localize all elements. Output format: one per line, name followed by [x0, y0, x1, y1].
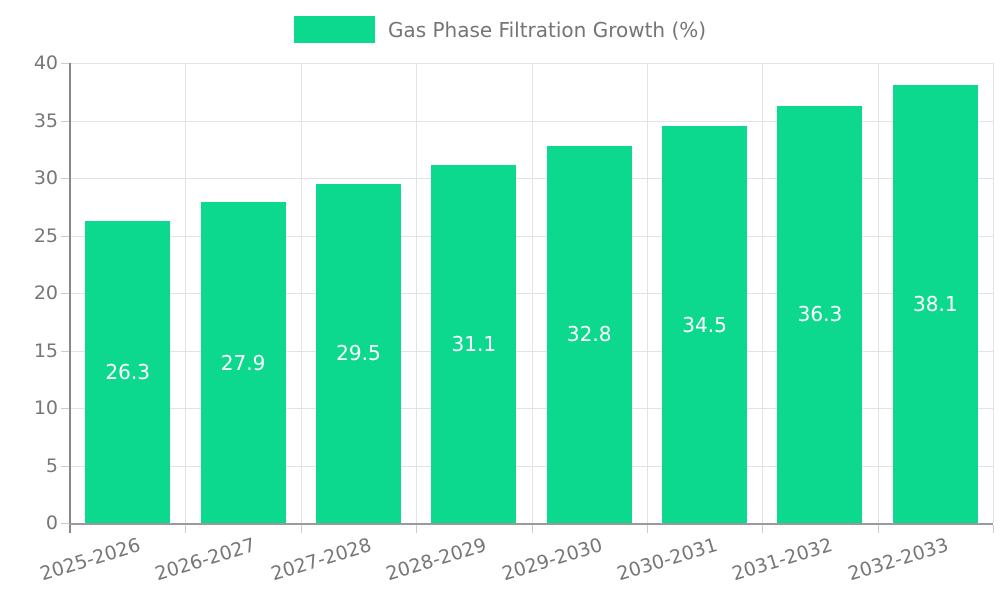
vgridline [416, 63, 418, 523]
x-axis-tick [531, 525, 533, 533]
bar-value-label: 27.9 [220, 350, 266, 375]
legend-label: Gas Phase Filtration Growth (%) [387, 17, 707, 42]
bar-value-label: 36.3 [797, 302, 843, 327]
vgridline [762, 63, 764, 523]
x-axis-tick [762, 525, 764, 533]
x-tick-label: 2032-2033 [845, 534, 951, 586]
bar[interactable]: 34.5 [662, 126, 748, 523]
vgridline [993, 63, 994, 523]
y-tick-label: 40 [33, 52, 58, 74]
legend-swatch [293, 16, 375, 43]
bar-value-label: 29.5 [336, 341, 381, 366]
bar-value-label: 26.3 [105, 359, 150, 384]
vgridline [877, 63, 879, 523]
x-axis-tick [185, 525, 187, 533]
bar-value-label: 31.1 [451, 332, 497, 357]
x-axis-tick [646, 525, 648, 533]
x-tick-label: 2031-2032 [729, 534, 836, 586]
y-tick-label: 25 [33, 224, 58, 247]
vgridline [185, 63, 187, 523]
bar[interactable]: 38.1 [892, 84, 978, 523]
x-axis-line [69, 523, 993, 525]
x-axis-tick [300, 525, 302, 533]
bar[interactable]: 32.8 [546, 145, 632, 523]
bar[interactable]: 31.1 [431, 165, 517, 523]
x-tick-label: 2029-2030 [499, 534, 605, 586]
y-axis-spine [69, 63, 71, 533]
bar-value-label: 38.1 [913, 291, 958, 316]
y-axis-tick [61, 350, 70, 352]
y-axis-tick [61, 465, 70, 467]
bar[interactable]: 27.9 [200, 202, 286, 523]
x-axis-tick [877, 525, 879, 533]
y-tick-label: 0 [45, 512, 58, 534]
legend[interactable]: Gas Phase Filtration Growth (%) [0, 16, 1000, 43]
vgridline [646, 63, 648, 523]
bar-value-label: 32.8 [566, 322, 612, 347]
x-tick-label: 2028-2029 [383, 534, 490, 586]
y-axis-tick [61, 293, 70, 294]
bar-value-label: 34.5 [682, 312, 727, 337]
x-tick-label: 2025-2026 [37, 534, 144, 586]
y-tick-label: 20 [33, 282, 58, 304]
bar[interactable]: 26.3 [85, 220, 171, 523]
x-tick-label: 2027-2028 [268, 534, 374, 586]
bar[interactable]: 29.5 [315, 183, 401, 523]
y-axis-tick [61, 235, 70, 237]
x-tick-label: 2030-2031 [614, 534, 720, 586]
x-axis-tick [416, 525, 418, 533]
y-tick-label: 30 [33, 167, 58, 189]
vgridline [300, 63, 302, 523]
y-axis-tick [61, 63, 70, 64]
x-axis-tick [993, 525, 994, 533]
y-axis-tick [61, 120, 70, 122]
y-axis-tick [61, 178, 70, 179]
y-axis-tick [61, 408, 70, 409]
vgridline [531, 63, 533, 523]
bar[interactable]: 36.3 [777, 105, 863, 523]
y-axis-tick [61, 523, 70, 524]
y-tick-label: 35 [33, 109, 58, 132]
x-tick-label: 2026-2027 [153, 534, 259, 586]
y-tick-label: 15 [33, 339, 58, 362]
y-tick-label: 10 [33, 397, 58, 419]
y-tick-label: 5 [45, 454, 58, 477]
